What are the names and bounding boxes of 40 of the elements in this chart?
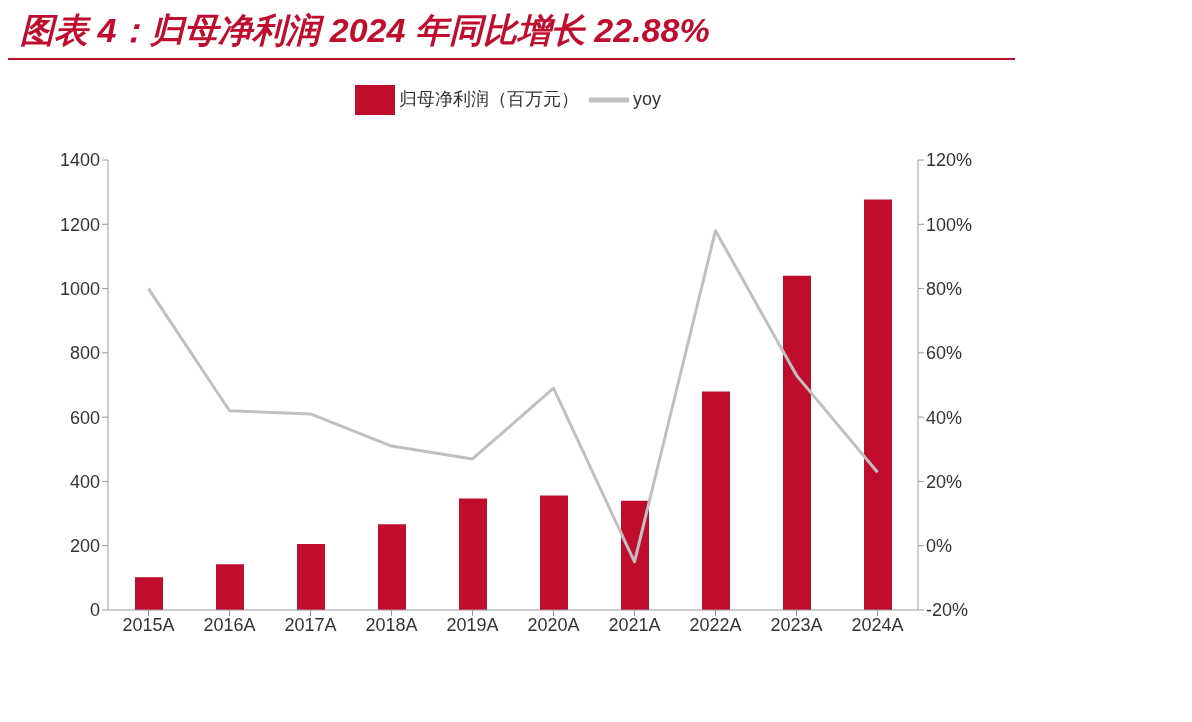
y2-tick-label: 0% xyxy=(926,536,953,557)
y-tick-label: 1400 xyxy=(59,150,100,171)
line-series xyxy=(147,229,879,564)
legend-label: 归母净利润（百万元） xyxy=(398,88,579,109)
y-tick-label: 600 xyxy=(69,407,100,428)
y-tick-label: 800 xyxy=(69,343,100,364)
y-tick-label: 400 xyxy=(69,471,100,492)
bar xyxy=(216,564,244,610)
bar xyxy=(459,498,487,610)
bar xyxy=(378,524,406,610)
bar xyxy=(135,577,163,610)
y2-tick-label: 80% xyxy=(926,278,963,299)
y-tick-label: 200 xyxy=(69,536,100,557)
y-tick-label: 1200 xyxy=(59,214,100,235)
x-tick-label: 2022A xyxy=(689,614,742,635)
y2-tick-label: 120% xyxy=(926,150,973,171)
x-tick-label: 2016A xyxy=(203,614,256,635)
y-tick-label: 0 xyxy=(89,600,100,621)
y-tick-label: 1000 xyxy=(59,278,100,299)
legend-label: yoy xyxy=(632,88,661,109)
y2-tick-label: 20% xyxy=(926,471,963,492)
y2-tick-label: -20% xyxy=(926,600,969,621)
chart-title: 图表 4：归母净利润 2024 年同比增长 22.88% xyxy=(8,8,1015,60)
bar xyxy=(297,544,325,610)
bar xyxy=(540,495,568,610)
x-tick-label: 2017A xyxy=(284,614,337,635)
x-tick-label: 2021A xyxy=(608,614,661,635)
x-tick-label: 2015A xyxy=(122,614,175,635)
x-tick-label: 2019A xyxy=(446,614,499,635)
x-tick-label: 2018A xyxy=(365,614,418,635)
bar xyxy=(702,391,730,610)
y2-tick-label: 60% xyxy=(926,343,963,364)
x-tick-label: 2023A xyxy=(770,614,823,635)
x-tick-label: 2020A xyxy=(527,614,580,635)
y2-tick-label: 40% xyxy=(926,407,963,428)
bar xyxy=(621,500,649,610)
y2-tick-label: 100% xyxy=(926,214,973,235)
bar xyxy=(864,199,892,610)
x-tick-label: 2024A xyxy=(851,614,904,635)
bar xyxy=(783,275,811,610)
